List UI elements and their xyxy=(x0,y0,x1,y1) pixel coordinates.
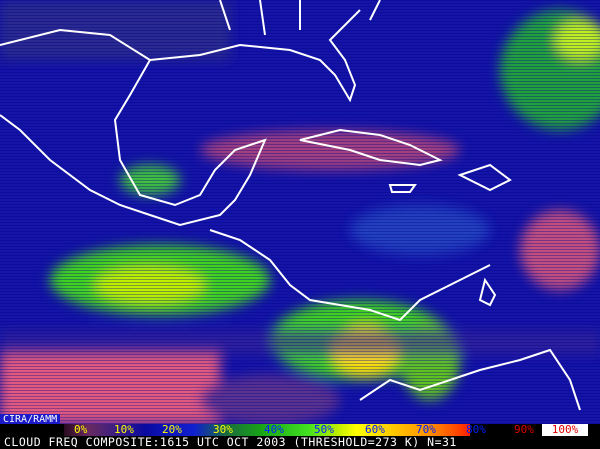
legend-tick: 50% xyxy=(314,423,334,436)
credit-label: CIRA/RAMM xyxy=(0,414,61,425)
legend-tick: 10% xyxy=(114,423,134,436)
legend-tick: 0% xyxy=(74,423,88,436)
image-caption: CLOUD FREQ COMPOSITE:1615 UTC OCT 2003 (… xyxy=(0,436,600,449)
legend-tick: 30% xyxy=(213,423,233,436)
legend-tick: 100% xyxy=(542,424,588,436)
legend-tick: 40% xyxy=(264,423,284,436)
color-ramp xyxy=(64,424,470,436)
coastlines xyxy=(0,0,581,411)
legend-tick: 20% xyxy=(162,423,182,436)
legend-tick: 80% xyxy=(466,423,486,436)
cloud-frequency-map xyxy=(0,0,600,424)
legend-tick: 90% xyxy=(514,423,534,436)
legend-tick: 60% xyxy=(365,423,385,436)
legend-tick: 70% xyxy=(416,423,436,436)
color-legend: 0% 10% 20% 30% 40% 50% 60% 70% 80% 90% 1… xyxy=(0,424,600,436)
